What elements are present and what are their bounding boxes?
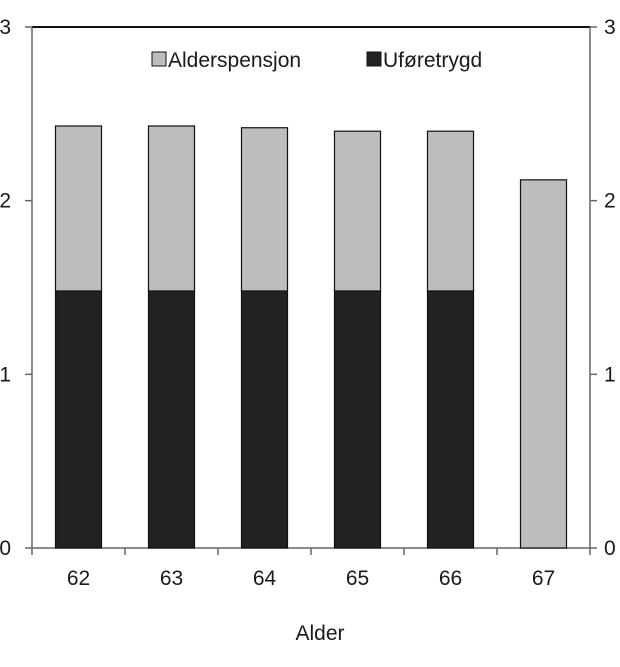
bar-uforetrygd-62 — [54, 290, 103, 549]
legend: Alderspensjon Uføretrygd — [151, 49, 482, 72]
bar-alderspensjon-67 — [519, 179, 568, 549]
axes — [25, 26, 597, 555]
y-tick-label-left: 0 — [0, 537, 11, 560]
y-tick-label-left: 1 — [0, 363, 11, 386]
y-tick-label-left: 2 — [0, 190, 11, 213]
x-tick-label: 66 — [439, 567, 462, 590]
bar-alderspensjon-65 — [333, 130, 382, 292]
y-tick-label-left: 3 — [0, 16, 11, 39]
bar-alderspensjon-63 — [147, 125, 196, 292]
x-tick-label: 65 — [346, 567, 369, 590]
y-tick-label-right: 0 — [604, 537, 616, 560]
y-tick-label-right: 2 — [604, 190, 616, 213]
bar-alderspensjon-62 — [54, 125, 103, 292]
bars — [54, 125, 568, 549]
x-tick-label: 67 — [532, 567, 555, 590]
bar-uforetrygd-65 — [333, 290, 382, 549]
x-tick-label: 62 — [67, 567, 90, 590]
y-tick-label-right: 1 — [604, 363, 616, 386]
y-tick-label-right: 3 — [604, 16, 616, 39]
legend-swatch-alderspensjon — [151, 51, 167, 67]
bar-uforetrygd-66 — [426, 290, 475, 549]
bar-uforetrygd-63 — [147, 290, 196, 549]
x-tick-label: 63 — [160, 567, 183, 590]
legend-swatch-uforetrygd — [366, 51, 382, 67]
bar-alderspensjon-66 — [426, 130, 475, 292]
legend-label-uforetrygd: Uføretrygd — [383, 49, 482, 72]
x-axis-title: Alder — [295, 622, 344, 645]
x-tick-label: 64 — [253, 567, 277, 590]
bar-uforetrygd-64 — [240, 290, 289, 549]
legend-label-alderspensjon: Alderspensjon — [168, 49, 301, 72]
bar-alderspensjon-64 — [240, 127, 289, 292]
tick-labels: 0 0 1 1 2 2 3 3 62 63 64 65 66 67 — [0, 16, 616, 590]
